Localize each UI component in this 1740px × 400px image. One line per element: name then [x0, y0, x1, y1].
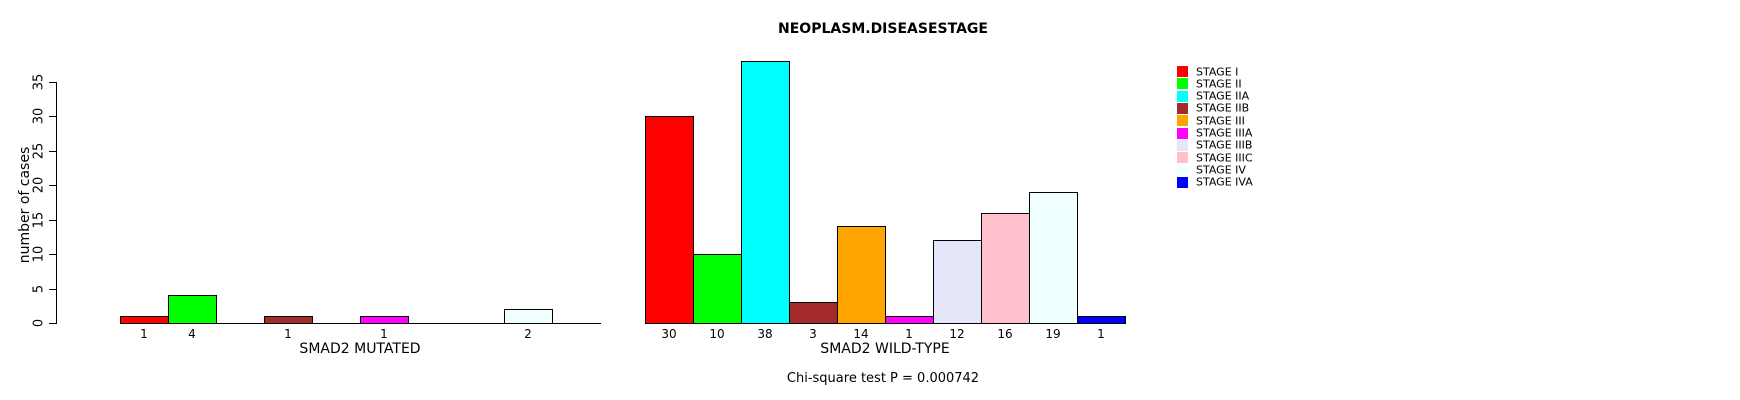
bar-value-smad2-mutated-stage-i: 1 — [140, 327, 148, 341]
bar-smad2-wild-type-stage-iv — [1029, 191, 1078, 324]
bar-value-smad2-wild-type-stage-i: 30 — [661, 327, 677, 341]
bar-smad2-mutated-stage-iiia — [360, 316, 409, 324]
bar-value-smad2-wild-type-stage-iiia: 1 — [905, 327, 913, 341]
y-axis-tick — [49, 219, 57, 221]
y-axis-tick-label: 15 — [31, 211, 47, 228]
legend-label-stage-iv: STAGE IV — [1196, 163, 1246, 177]
legend-label-stage-i: STAGE I — [1196, 65, 1239, 78]
legend-label-stage-iiib: STAGE IIIB — [1196, 138, 1253, 152]
legend-label-stage-iiia: STAGE IIIA — [1196, 126, 1253, 140]
x-axis-group-label-smad2-wild-type: SMAD2 WILD-TYPE — [820, 341, 950, 357]
y-axis-tick — [49, 150, 57, 152]
legend-swatch-stage-iii — [1177, 115, 1188, 127]
y-axis-tick-label: 20 — [31, 176, 47, 194]
y-axis-tick — [49, 288, 57, 290]
bar-value-smad2-wild-type-stage-iia: 38 — [757, 327, 773, 341]
y-axis-tick-label: 30 — [31, 107, 47, 125]
legend-swatch-stage-ii — [1177, 78, 1188, 90]
bar-smad2-mutated-stage-ii — [168, 295, 217, 324]
legend-label-stage-iia: STAGE IIA — [1196, 89, 1250, 103]
bar-value-smad2-mutated-stage-iiia: 1 — [380, 327, 388, 341]
chart-title: NEOPLASM.DISEASESTAGE — [778, 21, 988, 37]
legend-label-stage-iiic: STAGE IIIC — [1196, 151, 1253, 165]
y-axis-tick — [49, 323, 57, 324]
bar-smad2-wild-type-stage-iiia — [885, 316, 934, 324]
bar-smad2-wild-type-stage-iva — [1077, 316, 1126, 324]
bar-smad2-mutated-stage-i — [120, 316, 169, 324]
y-axis-tick-label: 0 — [31, 318, 47, 328]
y-axis-tick — [49, 185, 57, 186]
x-axis-group-label-smad2-mutated: SMAD2 MUTATED — [299, 341, 421, 357]
bar-smad2-wild-type-stage-ii — [693, 254, 742, 324]
bar-smad2-wild-type-stage-iib — [789, 302, 838, 324]
y-axis-tick-label: 10 — [31, 245, 47, 263]
legend-swatch-stage-iva — [1177, 176, 1188, 188]
bar-value-smad2-wild-type-stage-iiic: 16 — [997, 327, 1013, 341]
bar-value-smad2-mutated-stage-ii: 4 — [188, 327, 196, 341]
y-axis-tick — [49, 254, 57, 255]
legend-swatch-stage-iv — [1177, 164, 1188, 176]
legend-swatch-stage-iia — [1177, 90, 1188, 102]
bar-smad2-wild-type-stage-i — [645, 116, 694, 324]
y-axis-tick — [49, 81, 57, 83]
y-axis-tick — [49, 116, 57, 117]
bar-smad2-mutated-stage-iib — [264, 316, 313, 324]
legend-swatch-stage-iiib — [1177, 139, 1188, 151]
legend-label-stage-iii: STAGE III — [1196, 114, 1245, 128]
bar-value-smad2-mutated-stage-iv: 2 — [524, 327, 532, 341]
bar-smad2-wild-type-stage-iiic — [981, 212, 1030, 324]
legend-swatch-stage-iib — [1177, 102, 1188, 114]
chi-square-annotation: Chi-square test P = 0.000742 — [786, 371, 980, 386]
y-axis-tick-label: 35 — [31, 73, 47, 90]
legend-swatch-stage-iiic — [1177, 152, 1188, 164]
y-axis-line — [56, 81, 57, 324]
bar-value-smad2-wild-type-stage-iii: 14 — [853, 327, 869, 341]
bar-value-smad2-wild-type-stage-iv: 19 — [1045, 327, 1061, 341]
y-axis-tick-label: 5 — [31, 284, 47, 293]
bar-smad2-mutated-stage-iv — [504, 309, 553, 324]
bar-smad2-wild-type-stage-iii — [837, 226, 886, 324]
legend-swatch-stage-iiia — [1177, 127, 1188, 139]
bar-smad2-wild-type-stage-iia — [741, 60, 790, 324]
bar-value-smad2-wild-type-stage-iiib: 12 — [949, 327, 965, 341]
bar-value-smad2-wild-type-stage-ii: 10 — [709, 327, 725, 341]
y-axis-tick-label: 25 — [31, 142, 47, 159]
legend-label-stage-iib: STAGE IIB — [1196, 101, 1250, 115]
legend-swatch-stage-i — [1177, 66, 1188, 77]
legend-label-stage-iva: STAGE IVA — [1196, 175, 1253, 189]
legend-label-stage-ii: STAGE II — [1196, 77, 1242, 91]
bar-value-smad2-wild-type-stage-iva: 1 — [1097, 327, 1105, 341]
bar-smad2-wild-type-stage-iiib — [933, 240, 982, 324]
bar-value-smad2-mutated-stage-iib: 1 — [284, 327, 292, 341]
bar-value-smad2-wild-type-stage-iib: 3 — [809, 327, 817, 341]
